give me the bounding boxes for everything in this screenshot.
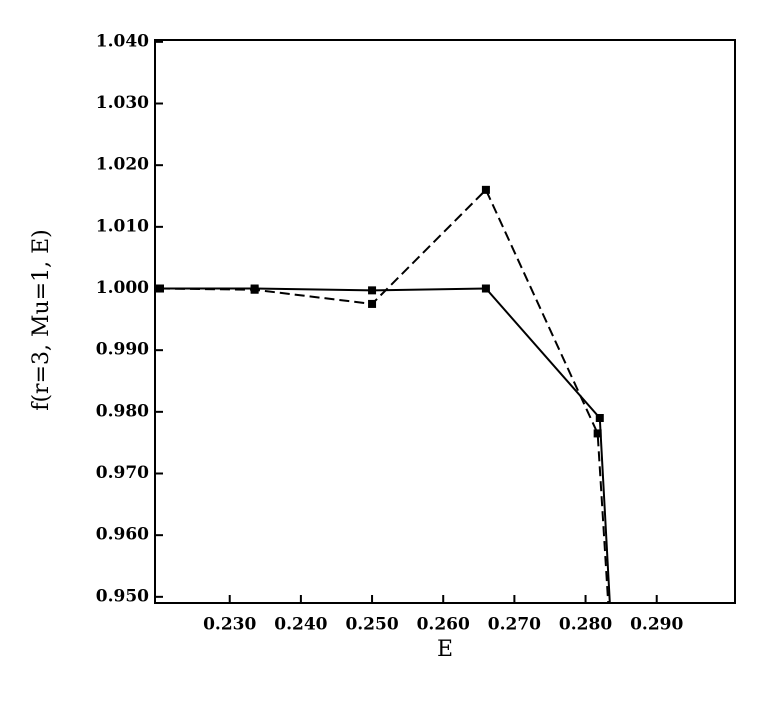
point-marker bbox=[250, 285, 259, 294]
x-tick-label: 0.290 bbox=[630, 615, 683, 635]
point-marker bbox=[368, 299, 377, 308]
y-tick-label: 0.970 bbox=[96, 463, 149, 483]
series-line bbox=[159, 188, 610, 603]
x-axis-label: E bbox=[437, 637, 453, 662]
y-tick-label: 1.010 bbox=[96, 216, 149, 236]
y-tick-label: 1.000 bbox=[96, 278, 149, 298]
y-tick-label: 1.040 bbox=[96, 31, 149, 51]
x-tick-label: 0.260 bbox=[417, 615, 470, 635]
plot-frame bbox=[154, 39, 736, 604]
y-axis-label: f(r=3, Mu=1, E) bbox=[29, 229, 54, 410]
y-tick-label: 1.020 bbox=[96, 155, 149, 175]
point-marker bbox=[481, 185, 490, 194]
y-tick-label: 0.990 bbox=[96, 340, 149, 360]
series-line bbox=[159, 287, 611, 603]
plot-area bbox=[155, 185, 611, 603]
point-marker bbox=[595, 414, 604, 423]
x-tick-label: 0.250 bbox=[345, 615, 398, 635]
point-marker bbox=[481, 284, 490, 293]
point-marker bbox=[368, 286, 377, 295]
y-tick-label: 1.030 bbox=[96, 93, 149, 113]
y-tick-label: 0.980 bbox=[96, 401, 149, 421]
x-tick-label: 0.230 bbox=[203, 615, 256, 635]
x-tick-label: 0.280 bbox=[559, 615, 612, 635]
y-tick-label: 0.960 bbox=[96, 525, 149, 545]
point-marker bbox=[593, 429, 602, 438]
x-tick-label: 0.270 bbox=[488, 615, 541, 635]
y-tick-label: 0.950 bbox=[96, 586, 149, 606]
x-tick-label: 0.240 bbox=[274, 615, 327, 635]
